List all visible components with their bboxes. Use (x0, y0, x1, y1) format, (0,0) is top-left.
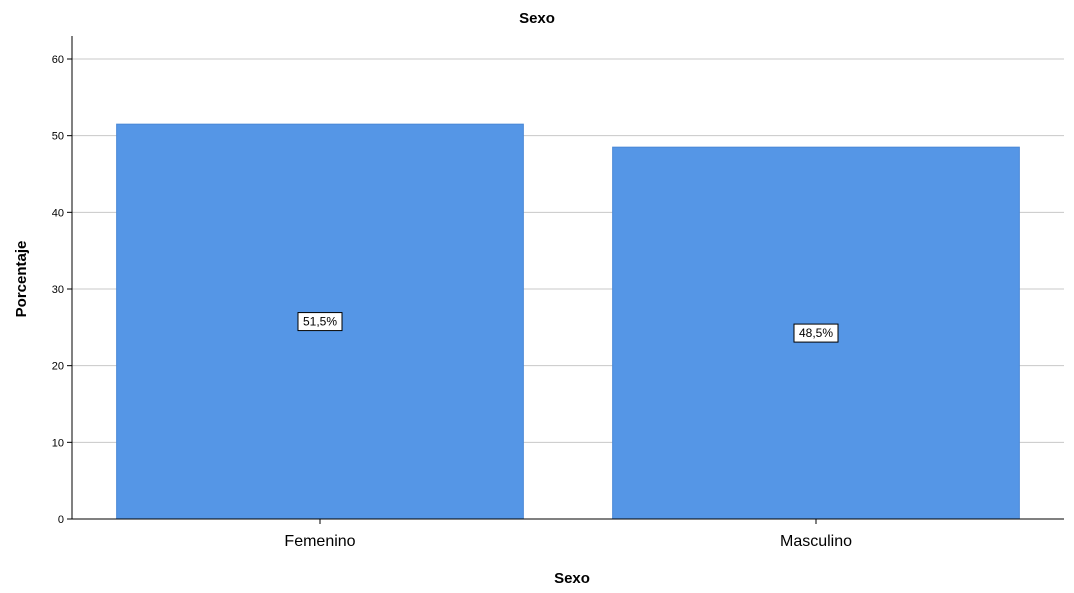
data-label-femenino: 51,5% (303, 315, 337, 329)
y-tick-label-20: 20 (52, 361, 64, 373)
y-tick-label-10: 10 (52, 437, 64, 449)
x-axis-label: Sexo (554, 570, 590, 587)
x-tick-label-masculino: Masculino (780, 533, 852, 550)
y-tick-label-60: 60 (52, 54, 64, 66)
x-tick-label-femenino: Femenino (284, 533, 355, 550)
data-label-masculino: 48,5% (799, 326, 833, 340)
y-tick-label-50: 50 (52, 131, 64, 143)
y-axis-label: Porcentaje (13, 241, 30, 318)
y-tick-label-40: 40 (52, 207, 64, 219)
y-tick-label-30: 30 (52, 284, 64, 296)
chart-title: Sexo (519, 10, 555, 27)
y-tick-label-0: 0 (58, 514, 64, 526)
bars (117, 124, 1020, 519)
